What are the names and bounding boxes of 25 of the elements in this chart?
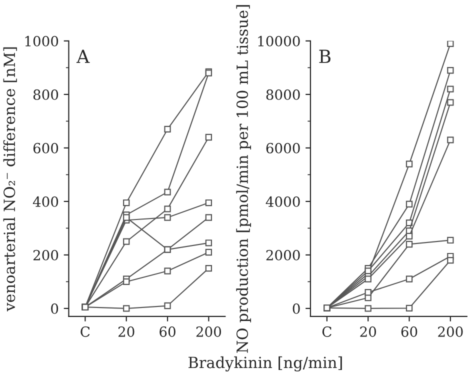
y-tick-label: 6000 xyxy=(266,142,300,154)
x-tick-label: 60 xyxy=(401,326,418,337)
annotation: A xyxy=(76,50,90,63)
x-tick-label: C xyxy=(322,326,332,337)
x-tick-label: C xyxy=(80,326,90,337)
annotation: B xyxy=(319,50,330,63)
y-tick-label: 0 xyxy=(51,303,58,314)
x-tick-label: 20 xyxy=(118,326,134,337)
x-tick-label: 200 xyxy=(196,326,222,337)
y-tick-label: 200 xyxy=(33,250,58,260)
y-tick-label: 0 xyxy=(292,303,300,314)
x-tick-label: 20 xyxy=(360,326,376,337)
y-tick-label: 2000 xyxy=(266,250,300,260)
y-tick-label: 1000 xyxy=(25,36,58,46)
y-tick-label: 8000 xyxy=(266,89,300,100)
y-tick-label: 4000 xyxy=(266,196,300,207)
y-axis-title: NO production [pmol/min per 100 mL tissue] xyxy=(236,5,252,353)
x-tick-label: 200 xyxy=(438,326,463,337)
y-axis-title: venoarterial NO₂⁻ difference [nM] xyxy=(3,47,17,312)
y-tick-label: 10000 xyxy=(258,36,300,46)
y-tick-label: 600 xyxy=(33,142,58,154)
x-axis-title: Bradykinin [ng/min] xyxy=(188,356,342,372)
x-tick-label: 60 xyxy=(160,326,176,337)
y-tick-label: 400 xyxy=(32,196,58,207)
y-tick-label: 800 xyxy=(33,89,58,100)
